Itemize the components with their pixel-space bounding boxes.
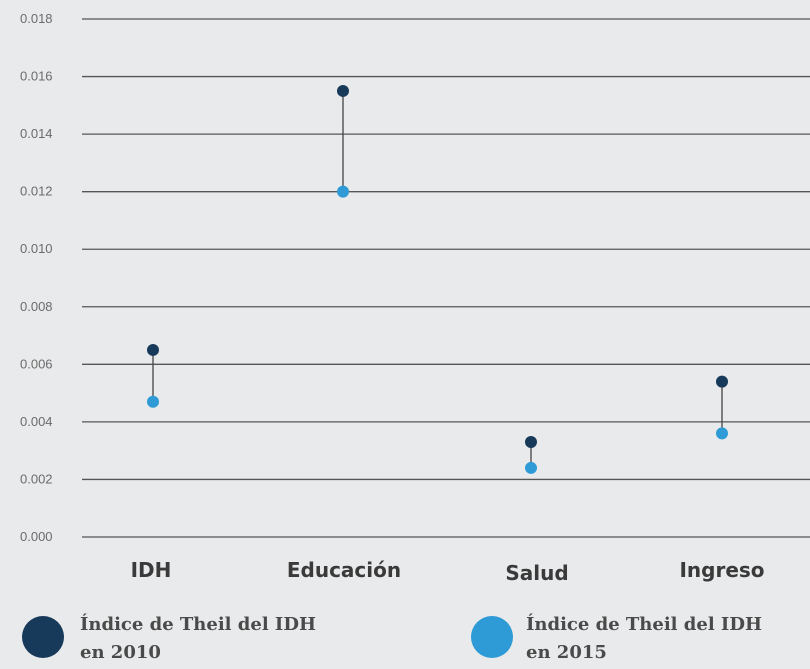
y-tick-label: 0.008 (20, 299, 53, 314)
y-axis-tick-labels: 0.000 0.002 0.004 0.006 0.008 0.010 0.012 0.014… (20, 11, 53, 544)
point-2010 (716, 375, 728, 388)
y-tick-label: 0.012 (20, 184, 53, 199)
point-2015 (337, 185, 349, 198)
legend-label: en 2015 (526, 642, 607, 663)
category-label: Ingreso (679, 558, 764, 582)
legend-swatch (471, 616, 513, 658)
gridlines (82, 18, 810, 538)
y-tick-label: 0.014 (20, 126, 53, 141)
y-tick-label: 0.000 (20, 529, 53, 544)
y-tick-label: 0.016 (20, 69, 53, 84)
point-2015 (147, 395, 159, 408)
legend-label: Índice de Theil del IDH (526, 612, 762, 635)
point-2015 (525, 461, 537, 474)
legend-swatch (22, 616, 64, 658)
category-label: IDH (131, 558, 172, 582)
point-2010 (525, 436, 537, 449)
category-label: Salud (505, 561, 568, 585)
category-label: Educación (287, 558, 401, 582)
point-2015 (716, 427, 728, 440)
connectors (152, 90, 723, 468)
legend-item-2015: Índice de Theil del IDH en 2015 (471, 612, 762, 663)
legend-item-2010: Índice de Theil del IDH en 2010 (22, 612, 316, 663)
point-2010 (337, 84, 349, 97)
category-labels: IDH Educación Salud Ingreso (131, 558, 765, 585)
data-points (147, 84, 728, 474)
y-tick-label: 0.018 (20, 11, 53, 26)
y-tick-label: 0.004 (20, 414, 53, 429)
y-tick-label: 0.006 (20, 356, 53, 371)
y-tick-label: 0.010 (20, 241, 53, 256)
y-tick-label: 0.002 (20, 471, 53, 486)
legend-label: Índice de Theil del IDH (80, 612, 316, 635)
point-2010 (147, 343, 159, 356)
legend-label: en 2010 (80, 642, 161, 663)
